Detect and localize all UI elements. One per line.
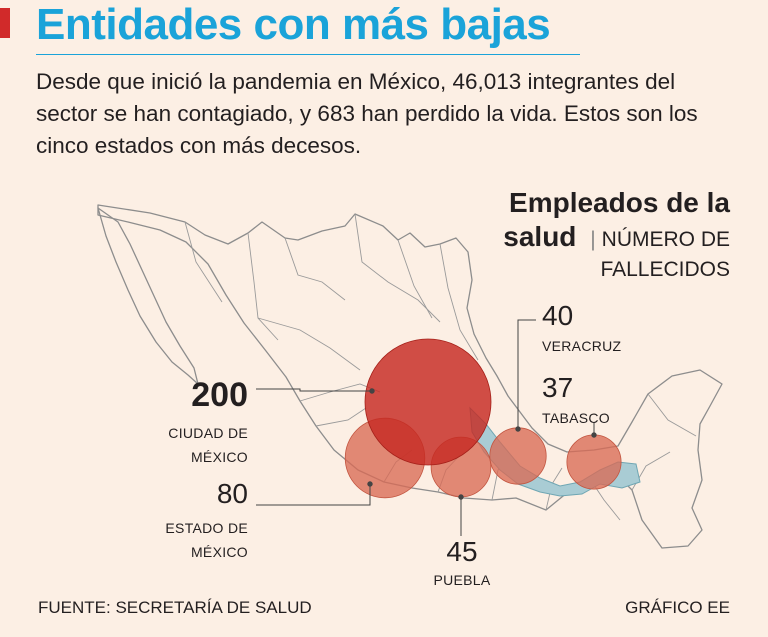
leader-veracruz (517, 319, 536, 429)
leader-cdmx (256, 388, 372, 392)
state-tabasco: TABASCO (542, 410, 610, 426)
graphic-credit: GRÁFICO EE (625, 598, 730, 617)
value-edomex: 80 (216, 478, 248, 509)
bubble-veracruz (489, 427, 547, 485)
legend-subtitle-line2: FALLECIDOS (600, 258, 730, 281)
title-accent-bar (0, 8, 10, 38)
label-edomex: 80 ESTADO DE MÉXICO (165, 478, 248, 564)
title-divider (36, 54, 580, 55)
value-cdmx: 200 (191, 376, 248, 414)
state-cdmx-line2: MÉXICO (190, 449, 248, 465)
label-cdmx: 200 CIUDAD DE MÉXICO (168, 376, 248, 469)
value-veracruz: 40 (542, 300, 574, 331)
state-cdmx-line1: CIUDAD DE (168, 425, 248, 441)
label-veracruz: 40 VERACRUZ (542, 300, 621, 358)
intro-text: Desde que inició la pandemia en México, … (36, 69, 698, 158)
state-veracruz: VERACRUZ (542, 338, 622, 354)
value-puebla: 45 (446, 536, 478, 567)
leader-edomex (256, 484, 371, 506)
state-edomex-line1: ESTADO DE (165, 520, 248, 536)
label-tabasco: 37 TABASCO (542, 372, 610, 430)
legend-title: Empleados de la salud | NÚMERO DE (503, 186, 730, 257)
legend-subtitle-line1: NÚMERO DE (601, 228, 730, 251)
bubble-ciudad-de (364, 338, 492, 466)
legend-title-line2: salud (503, 221, 577, 252)
state-puebla: PUEBLA (433, 572, 491, 588)
legend-title-line1: Empleados de la (509, 187, 730, 218)
value-tabasco: 37 (542, 372, 574, 403)
baja-california-outline (97, 207, 199, 385)
label-puebla: 45 PUEBLA (424, 536, 500, 592)
bubble-tabasco (566, 434, 622, 490)
page-title: Entidades con más bajas (36, 0, 551, 49)
source-note: FUENTE: SECRETARÍA DE SALUD (38, 598, 312, 617)
state-edomex-line2: MÉXICO (190, 544, 248, 560)
mainland-outline (97, 204, 723, 549)
legend-separator: | (590, 228, 596, 251)
